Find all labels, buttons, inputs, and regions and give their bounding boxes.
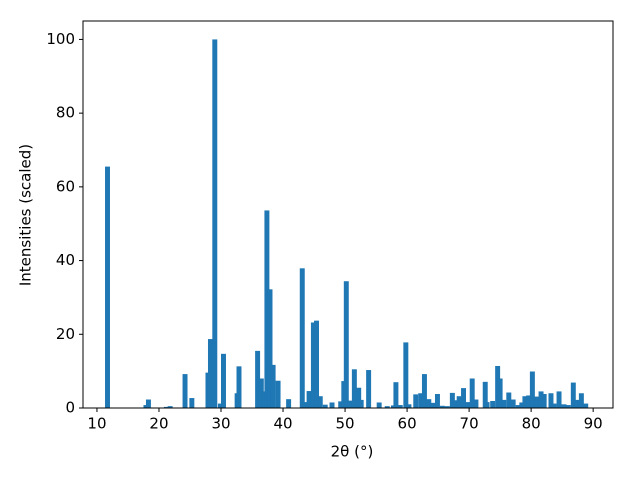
bar bbox=[506, 392, 512, 408]
bar bbox=[430, 402, 436, 408]
bar bbox=[347, 400, 353, 408]
bar bbox=[538, 391, 544, 408]
y-axis-label: Intensities (scaled) bbox=[17, 144, 35, 286]
bar bbox=[522, 396, 528, 408]
bar bbox=[444, 406, 450, 408]
bar bbox=[529, 371, 535, 408]
bar bbox=[212, 39, 218, 409]
bar bbox=[515, 405, 521, 408]
bar bbox=[497, 378, 503, 408]
bar bbox=[329, 402, 335, 408]
bar bbox=[556, 391, 562, 408]
x-tick-label: 30 bbox=[211, 415, 230, 433]
x-tick-label: 50 bbox=[336, 415, 355, 433]
bar bbox=[299, 268, 305, 408]
bar bbox=[526, 395, 532, 408]
bar bbox=[473, 399, 479, 408]
bar bbox=[358, 399, 364, 408]
bar bbox=[314, 320, 320, 408]
bar bbox=[182, 374, 188, 408]
bar bbox=[217, 403, 223, 408]
bar bbox=[578, 393, 584, 408]
bar bbox=[482, 381, 488, 408]
bar bbox=[570, 382, 576, 408]
bar bbox=[574, 399, 580, 408]
bar bbox=[343, 281, 349, 408]
plot-frame bbox=[82, 20, 614, 409]
bar bbox=[236, 366, 242, 408]
bar bbox=[317, 396, 323, 408]
bar bbox=[275, 380, 281, 408]
bar bbox=[322, 404, 328, 408]
bar bbox=[469, 378, 475, 408]
bar bbox=[418, 393, 424, 408]
bar bbox=[421, 374, 427, 408]
bar bbox=[461, 388, 467, 408]
bar bbox=[286, 399, 292, 408]
bar bbox=[105, 166, 110, 408]
bar bbox=[583, 403, 589, 408]
bar bbox=[465, 402, 471, 408]
bar bbox=[434, 393, 440, 408]
bar bbox=[366, 370, 372, 408]
bar bbox=[490, 400, 496, 408]
bar bbox=[351, 369, 357, 408]
bar bbox=[449, 392, 455, 408]
y-tick-label: 40 bbox=[56, 251, 75, 269]
bar bbox=[519, 402, 525, 408]
x-tick-label: 10 bbox=[87, 415, 106, 433]
bar bbox=[456, 396, 462, 408]
x-tick-label: 20 bbox=[149, 415, 168, 433]
bar bbox=[258, 378, 264, 408]
bar bbox=[270, 364, 276, 408]
bar bbox=[413, 394, 419, 408]
bar bbox=[376, 402, 382, 408]
bar bbox=[393, 382, 399, 408]
x-axis-label: 2θ (°) bbox=[331, 443, 374, 461]
bar bbox=[439, 405, 445, 408]
y-tick-label: 20 bbox=[56, 325, 75, 343]
bar bbox=[561, 404, 567, 408]
y-tick-label: 0 bbox=[65, 399, 75, 417]
bar bbox=[403, 342, 409, 408]
bar bbox=[541, 393, 547, 408]
bar bbox=[189, 398, 195, 408]
x-tick-label: 40 bbox=[273, 415, 292, 433]
bar bbox=[338, 401, 344, 408]
bar bbox=[302, 402, 308, 408]
bar bbox=[207, 339, 213, 408]
bar bbox=[510, 399, 516, 408]
y-tick-label: 80 bbox=[56, 104, 75, 122]
bar bbox=[565, 405, 571, 408]
y-tick-label: 100 bbox=[46, 30, 75, 48]
bar bbox=[406, 404, 412, 408]
bar bbox=[267, 289, 273, 408]
x-tick-label: 60 bbox=[398, 415, 417, 433]
bar bbox=[534, 396, 540, 408]
bar bbox=[356, 387, 362, 408]
x-tick-label: 70 bbox=[460, 415, 479, 433]
bar bbox=[384, 406, 390, 408]
bar bbox=[453, 400, 459, 408]
y-tick-label: 60 bbox=[56, 177, 75, 195]
bar bbox=[221, 353, 226, 408]
bar bbox=[255, 350, 261, 408]
bar bbox=[145, 399, 151, 408]
bar bbox=[484, 402, 490, 408]
bar bbox=[306, 391, 312, 408]
bar bbox=[163, 406, 169, 408]
bar bbox=[548, 393, 554, 408]
x-tick-label: 80 bbox=[522, 415, 541, 433]
bar bbox=[501, 399, 507, 408]
bar bbox=[264, 210, 270, 408]
bar bbox=[397, 405, 403, 408]
bar bbox=[167, 406, 173, 408]
bar bbox=[551, 403, 557, 408]
bar bbox=[310, 322, 316, 408]
bar bbox=[426, 399, 432, 408]
x-tick-label: 90 bbox=[584, 415, 603, 433]
